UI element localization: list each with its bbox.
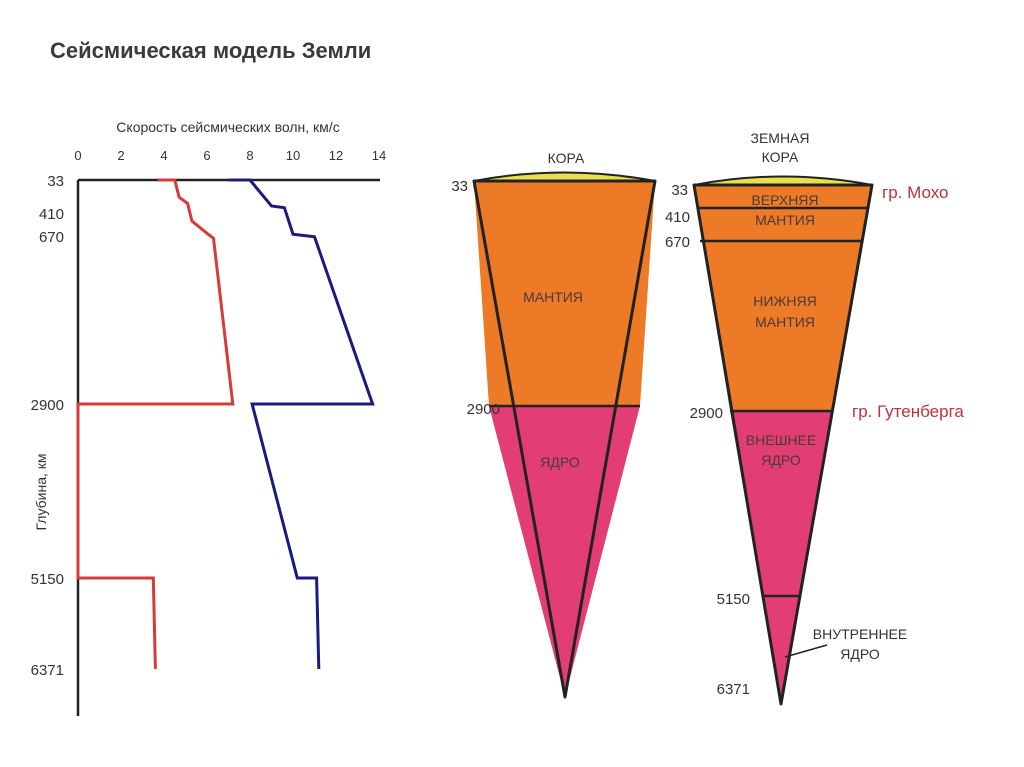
depth-label-6371: 6371 [717, 681, 750, 698]
crust-label-line1: ЗЕМНАЯ [750, 130, 809, 146]
depth-label-5150: 5150 [717, 591, 750, 608]
y-axis-label: Глубина, км [33, 453, 49, 530]
depth-label-2900: 2900 [467, 401, 500, 418]
inner-core-label-line1: ВНУТРЕННЕЕ [813, 626, 907, 642]
depth-tick-label: 5150 [31, 571, 64, 588]
crust-label: КОРА [548, 150, 585, 166]
depth-tick-label: 2900 [31, 397, 64, 414]
x-tick-label: 6 [203, 148, 210, 163]
depth-label-2900: 2900 [690, 405, 723, 422]
depth-tick-label: 6371 [31, 662, 64, 679]
x-tick-label: 12 [329, 148, 343, 163]
mantle-label: МАНТИЯ [523, 289, 583, 305]
upper-mantle-label-line1: ВЕРХНЯЯ [751, 192, 818, 208]
lower-mantle-label-line2: МАНТИЯ [755, 314, 815, 330]
crust-outline [473, 171, 656, 182]
inner-core-pointer-line [784, 644, 828, 658]
depth-label-410: 410 [665, 209, 690, 226]
s-wave-series-line [76, 178, 235, 670]
lower-mantle-label-line1: НИЖНЯЯ [753, 293, 816, 309]
depth-tick-label: 33 [47, 173, 64, 190]
depth-tick-label: 410 [39, 206, 64, 223]
x-tick-label: 0 [74, 148, 81, 163]
x-tick-label: 2 [117, 148, 124, 163]
x-tick-label: 10 [286, 148, 300, 163]
p-wave-series-line [228, 178, 375, 670]
x-tick-label: 14 [372, 148, 386, 163]
earth-cone-detailed: ЗЕМНАЯ КОРА ВЕРХНЯЯ МАНТИЯ НИЖНЯЯ МАНТИЯ… [665, 130, 964, 706]
x-tick-label: 4 [160, 148, 167, 163]
depth-label-33: 33 [671, 182, 688, 199]
cone-outline [472, 179, 657, 699]
x-axis-label: Скорость сейсмических волн, км/с [116, 119, 339, 135]
outer-core-label-line1: ВНЕШНЕЕ [746, 432, 816, 448]
crust-label-line2: КОРА [762, 149, 799, 165]
upper-mantle-label-line2: МАНТИЯ [755, 212, 815, 228]
depth-label-33: 33 [451, 178, 468, 195]
depth-tick-labels: 33 410 670 2900 5150 6371 [31, 173, 64, 679]
gutenberg-boundary-label: гр. Гутенберга [852, 402, 964, 421]
velocity-chart: Скорость сейсмических волн, км/с 0 2 4 6 8 10… [31, 119, 386, 716]
x-tick-label: 8 [246, 148, 253, 163]
depth-tick-label: 670 [39, 229, 64, 246]
x-tick-labels: 0 2 4 6 8 10 12 14 [74, 148, 386, 163]
inner-core-label-line2: ЯДРО [840, 646, 880, 662]
core-label: ЯДРО [540, 454, 580, 470]
crust-outline [693, 175, 873, 186]
outer-core-layer [730, 411, 832, 704]
depth-label-670: 670 [665, 234, 690, 251]
earth-cone-simple: КОРА МАНТИЯ ЯДРО 33 2900 [451, 150, 657, 699]
page-title: Сейсмическая модель Земли [50, 38, 372, 63]
moho-boundary-label: гр. Мохо [882, 183, 948, 202]
core-layer [489, 406, 640, 697]
outer-core-label-line2: ЯДРО [761, 452, 801, 468]
mantle-layer [474, 181, 655, 406]
